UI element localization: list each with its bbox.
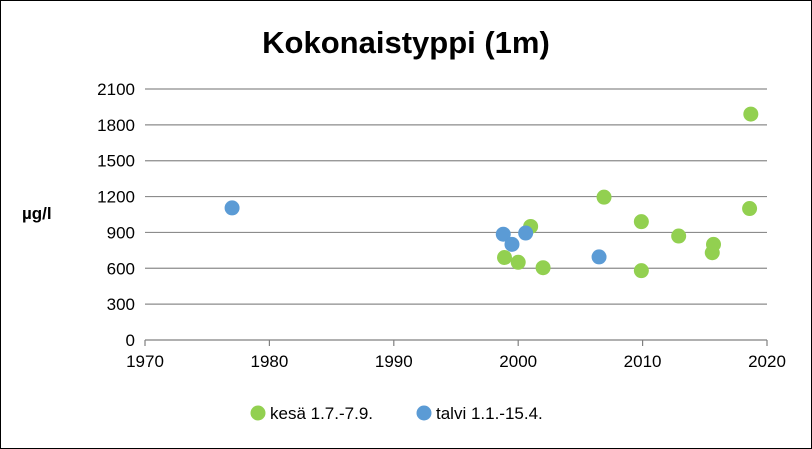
data-point-kesa — [497, 250, 513, 266]
legend: kesä 1.7.-7.9. talvi 1.1.-15.4. — [250, 404, 543, 423]
data-point-kesa — [633, 214, 649, 230]
y-tick-label: 1500 — [97, 152, 135, 171]
data-point-kesa — [704, 245, 720, 261]
data-point-kesa — [510, 254, 526, 270]
x-tick-label: 1990 — [375, 352, 413, 371]
x-tick-label: 2020 — [748, 352, 786, 371]
legend-label: kesä 1.7.-7.9. — [270, 404, 373, 423]
legend-label: talvi 1.1.-15.4. — [436, 404, 543, 423]
data-point-kesa — [535, 260, 551, 276]
legend-marker — [250, 405, 266, 421]
y-tick-label: 600 — [107, 259, 135, 278]
data-point-kesa — [742, 201, 758, 217]
data-point-talvi — [591, 249, 607, 265]
y-tick-label: 0 — [126, 331, 135, 350]
x-tick-label: 1970 — [126, 352, 164, 371]
data-points — [224, 106, 759, 279]
data-point-kesa — [596, 189, 612, 205]
y-tick-label: 2100 — [97, 80, 135, 99]
legend-marker — [416, 405, 432, 421]
x-tick-label: 2000 — [499, 352, 537, 371]
x-tick-label: 2010 — [624, 352, 662, 371]
y-tick-label: 1800 — [97, 116, 135, 135]
data-point-talvi — [495, 226, 511, 242]
chart-title: Kokonaistyppi (1m) — [262, 25, 550, 60]
x-tick-label: 1980 — [250, 352, 288, 371]
data-point-talvi — [504, 236, 520, 252]
data-point-talvi — [224, 200, 240, 216]
y-tick-labels: 0 300 600 900 1200 1500 1800 2100 — [97, 80, 135, 350]
x-tick-labels: 1970 1980 1990 2000 2010 2020 — [126, 340, 786, 371]
data-point-talvi — [518, 225, 534, 241]
gridlines — [145, 88, 767, 341]
y-tick-label: 900 — [107, 223, 135, 242]
y-axis-label: µg/l — [22, 204, 52, 223]
data-point-kesa — [633, 263, 649, 279]
data-point-kesa — [743, 106, 759, 122]
y-tick-label: 1200 — [97, 188, 135, 207]
data-point-kesa — [671, 228, 687, 244]
y-tick-label: 300 — [107, 295, 135, 314]
